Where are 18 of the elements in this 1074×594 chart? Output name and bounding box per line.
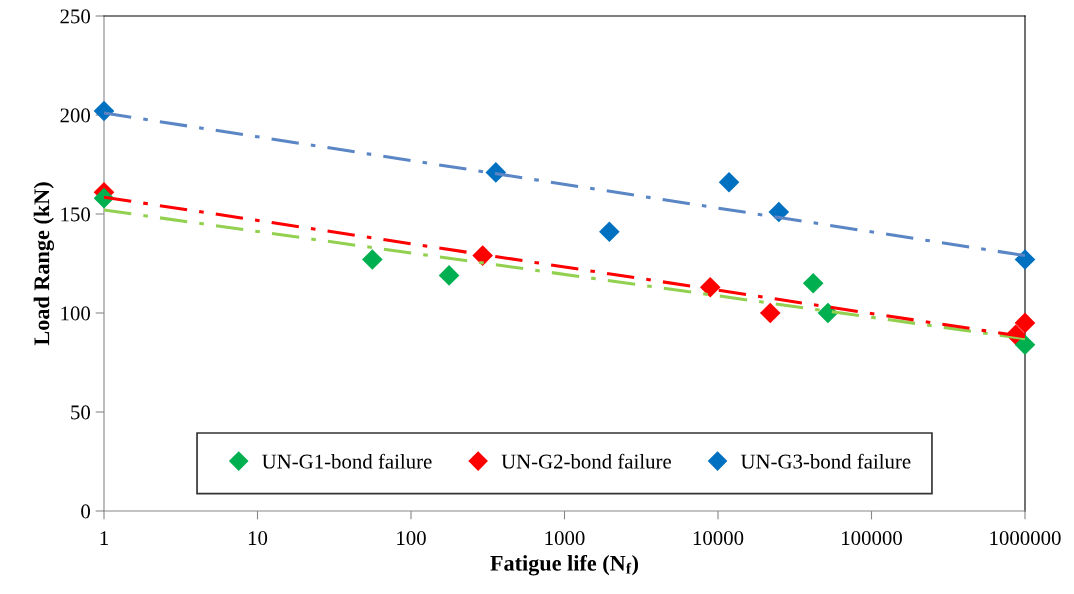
x-tick-label: 1: [100, 531, 108, 545]
y-tick-label: 0: [81, 504, 91, 519]
x-tick-label: 100000: [842, 531, 902, 546]
legend-label: UN-G2-bond failure: [501, 453, 671, 469]
y-tick-label: 50: [71, 405, 91, 420]
x-tick-label: 10: [248, 531, 268, 546]
x-tick-label: 1000000: [990, 531, 1061, 546]
y-axis-title: Load Range (kN): [33, 182, 54, 346]
y-tick-label: 150: [61, 207, 91, 222]
x-tick-label: 10000: [693, 531, 744, 546]
legend-label: UN-G1-bond failure: [262, 453, 432, 469]
y-tick-label: 200: [60, 108, 91, 123]
x-axis-title: Fatigue life (N$_{f}$): [490, 554, 638, 576]
x-tick-label: 100: [397, 531, 426, 546]
y-tick-label: 100: [61, 306, 91, 321]
legend-label: UN-G3-bond failure: [740, 453, 911, 469]
y-tick-label: 250: [60, 9, 91, 24]
x-tick-label: 1000: [545, 531, 585, 546]
